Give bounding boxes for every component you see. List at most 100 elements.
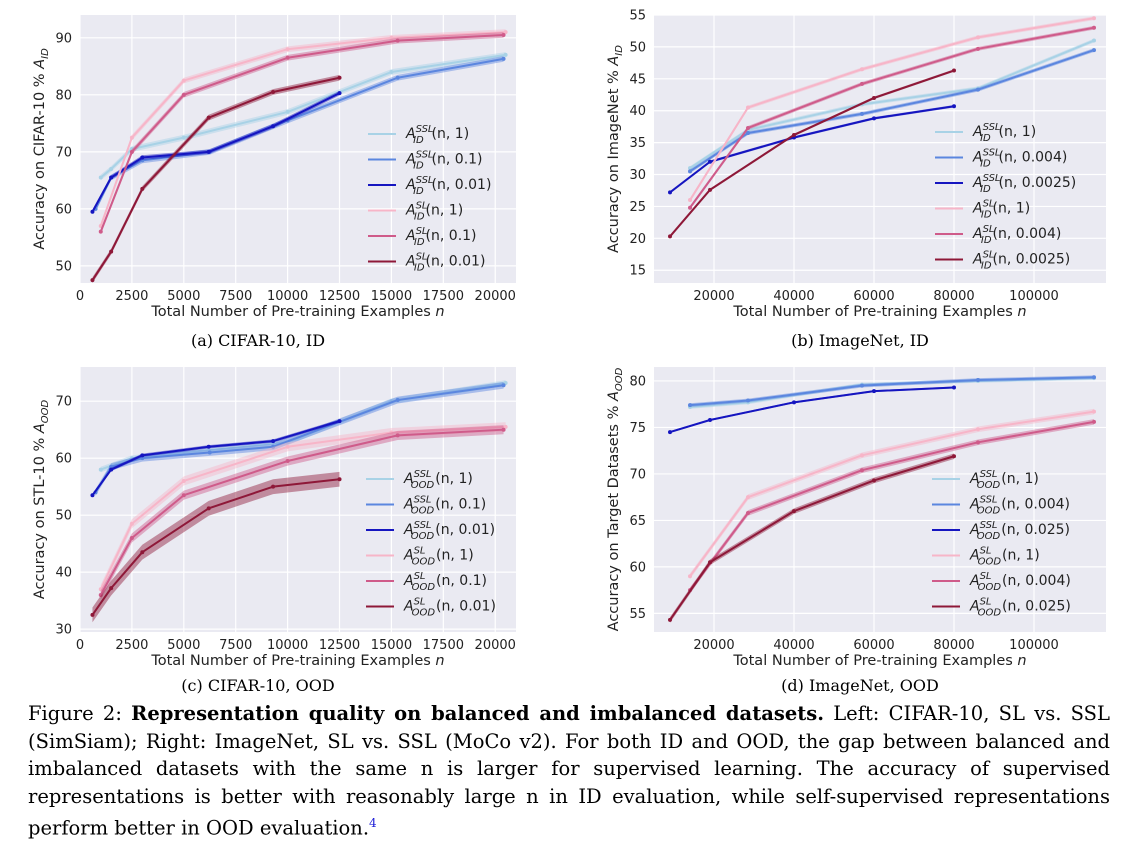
x-axis-label: Total Number of Pre-training Examples n (732, 304, 1026, 320)
y-tick-label: 60 (55, 452, 72, 467)
data-point (792, 132, 796, 137)
legend-entry: ASL OOD(n, 0.1) (403, 571, 487, 593)
y-tick-label: 75 (629, 421, 646, 436)
series-line (99, 31, 506, 227)
x-tick-label: 0 (76, 638, 84, 653)
legend: ASSL ID (n, 1) ASSL ID (n, 0.1) ASSL ID (n, 0.01… (368, 124, 491, 274)
legend-entry: ASL ID(n, 1) (405, 201, 463, 223)
y-tick-label: 40 (629, 104, 646, 119)
series-sl-mid (98, 425, 506, 600)
data-point (746, 125, 750, 130)
data-point (1092, 25, 1096, 30)
plot-area (654, 367, 1106, 632)
y-tick-label: 80 (55, 88, 72, 103)
data-point (976, 440, 980, 445)
data-point (976, 46, 980, 51)
legend-entry: ASL ID(n, 0.0025) (972, 250, 1070, 272)
confidence-band (92, 90, 340, 215)
data-point (389, 70, 394, 75)
y-tick-label: 15 (629, 264, 646, 279)
data-point (109, 249, 114, 254)
legend-entry: ASSL ID (n, 0.0025) (972, 173, 1076, 195)
x-axis-label: Total Number of Pre-training Examples n (732, 653, 1026, 669)
data-point (181, 450, 186, 455)
data-point (206, 115, 211, 120)
x-tick-label: 12500 (319, 289, 360, 304)
data-point (976, 87, 980, 92)
y-tick-label: 45 (629, 72, 646, 87)
data-point (90, 612, 95, 617)
data-point (503, 30, 508, 35)
legend: ASSL OOD(n, 1) ASSL OOD(n, 0.004) ASSL OOD(n,… (932, 469, 1071, 619)
y-tick-label: 70 (55, 395, 72, 410)
data-point (395, 398, 400, 403)
data-point (668, 234, 672, 239)
data-point (98, 229, 103, 234)
data-point (860, 81, 864, 86)
x-tick-label: 40000 (773, 289, 814, 304)
legend-entry: ASL OOD(n, 0.004) (969, 571, 1071, 593)
confidence-band (92, 74, 340, 283)
legend-entry: ASSL OOD(n, 1) (403, 469, 473, 491)
x-tick-label: 80000 (933, 638, 974, 653)
x-tick-label: 10000 (267, 638, 308, 653)
legend-entry: ASSL ID (n, 0.004) (972, 148, 1067, 170)
x-tick-label: 5000 (167, 638, 200, 653)
data-point (976, 427, 980, 432)
series-line (99, 428, 504, 596)
y-axis-label: Accuracy on CIFAR-10 % AID (32, 48, 51, 250)
footnote-marker[interactable]: 4 (369, 816, 377, 830)
y-axis-label: Accuracy on STL-10 % AOOD (32, 400, 51, 600)
chart-panel-2: 15 20 25 30 35 40 45 50 55 20000 40000 60000 80000 10… (606, 9, 1106, 350)
data-point (337, 91, 342, 96)
data-point (688, 574, 692, 579)
x-tick-label: 7500 (219, 289, 252, 304)
data-point (501, 427, 506, 432)
data-point (181, 135, 186, 140)
data-point (501, 56, 506, 61)
data-point (708, 187, 712, 192)
data-point (181, 478, 186, 483)
data-point (872, 95, 876, 100)
data-point (140, 550, 145, 555)
legend-entry: ASSL OOD(n, 1) (969, 469, 1039, 491)
data-point (501, 383, 506, 388)
y-tick-label: 30 (55, 623, 72, 638)
data-point (140, 155, 145, 160)
data-point (181, 92, 186, 97)
data-point (1092, 409, 1096, 414)
x-tick-label: 80000 (933, 289, 974, 304)
legend-entry: ASSL OOD(n, 0.004) (969, 495, 1070, 517)
confidence-band (92, 471, 340, 623)
data-point (860, 383, 864, 388)
data-point (109, 586, 114, 591)
legend-entry: ASL ID(n, 0.1) (405, 226, 477, 248)
data-point (746, 495, 750, 500)
x-tick-label: 100000 (1009, 289, 1059, 304)
x-tick-label: 40000 (773, 638, 814, 653)
data-point (90, 493, 95, 498)
data-point (708, 418, 712, 422)
y-tick-label: 30 (629, 168, 646, 183)
data-point (98, 467, 103, 472)
data-point (395, 433, 400, 438)
data-point (860, 453, 864, 458)
data-point (337, 419, 342, 424)
legend-entry: ASSL ID (n, 1) (405, 124, 469, 146)
data-point (668, 190, 672, 195)
y-tick-label: 35 (629, 136, 646, 151)
legend-entry: ASL OOD(n, 0.01) (403, 597, 496, 619)
figure-caption: Figure 2: Representation quality on bala… (28, 700, 1110, 842)
data-point (109, 467, 114, 472)
data-point (129, 535, 134, 540)
series-sl-dark (668, 453, 956, 623)
y-tick-label: 40 (55, 566, 72, 581)
data-point (285, 55, 290, 60)
data-point (501, 32, 506, 37)
y-tick-label: 25 (629, 200, 646, 215)
data-point (708, 560, 712, 565)
series-sl-light (688, 16, 1096, 203)
data-point (98, 175, 103, 180)
data-point (181, 78, 186, 83)
data-point (206, 149, 211, 154)
